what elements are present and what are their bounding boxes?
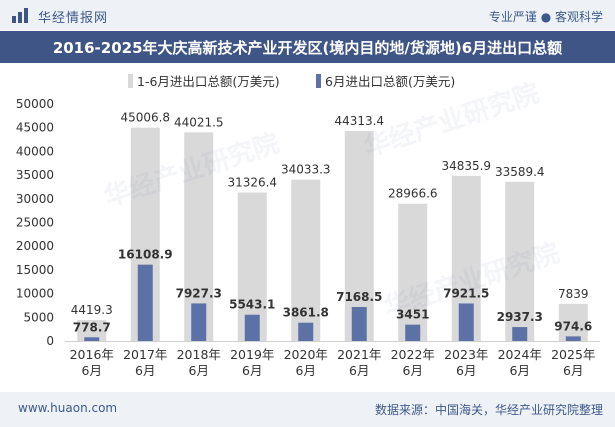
x-tick-label: 6月 (563, 363, 583, 378)
data-label-total: 45006.8 (120, 111, 170, 125)
bar-june (244, 314, 260, 341)
x-tick-label: 6月 (403, 363, 423, 378)
data-label-june: 3861.8 (283, 306, 329, 320)
data-label-total: 34033.3 (281, 163, 331, 177)
brand-name: 华经情报网 (38, 11, 109, 26)
bar-total (558, 303, 588, 341)
slogan: 专业严谨 ● 客观科学 (488, 10, 603, 24)
data-source: 数据来源：中国海关，华经产业研究院整理 (374, 403, 603, 417)
bar-june (458, 303, 474, 341)
x-tick-label: 6月 (242, 363, 262, 378)
y-axis: 0 5000 10000 15000 20000 25000 30000 35000 40000… (16, 97, 54, 348)
y-tick-label: 15000 (16, 263, 54, 277)
y-tick-label: 5000 (23, 310, 54, 324)
x-tick-label: 6月 (82, 363, 102, 378)
footer-bar: www.huaon.com 数据来源：中国海关，华经产业研究院整理 (0, 392, 615, 427)
data-label-june: 5543.1 (229, 298, 275, 312)
x-tick-label: 2017年 (123, 347, 167, 362)
chart-title: 2016-2025年大庆高新技术产业开发区(境内目的地/货源地)6月进出口总额 (52, 39, 563, 57)
x-tick-label: 6月 (456, 363, 476, 378)
bar-total (77, 320, 107, 341)
y-tick-label: 25000 (16, 216, 54, 230)
data-label-total: 7839 (558, 287, 589, 301)
x-tick-label: 2018年 (177, 347, 221, 362)
data-label-june: 778.7 (73, 320, 111, 334)
data-label-total: 44021.5 (174, 115, 224, 129)
bar-total (505, 181, 535, 341)
data-label-june: 7927.3 (176, 286, 222, 300)
x-tick-label: 6月 (510, 363, 530, 378)
data-label-june: 7921.5 (443, 286, 489, 300)
data-label-june: 3451 (396, 308, 429, 322)
bar-june (351, 307, 367, 341)
x-tick-label: 6月 (349, 363, 369, 378)
x-tick-label: 2020年 (284, 347, 328, 362)
y-tick-label: 20000 (16, 239, 54, 253)
title-bar: 2016-2025年大庆高新技术产业开发区(境内目的地/货源地)6月进出口总额 (0, 31, 615, 63)
data-label-total: 28966.6 (388, 187, 438, 201)
x-tick-label: 2021年 (337, 347, 381, 362)
legend-label: 1-6月进出口总额(万美元) (137, 74, 280, 89)
y-tick-label: 45000 (16, 121, 54, 135)
x-tick-label: 2024年 (498, 347, 542, 362)
y-tick-label: 50000 (16, 97, 54, 111)
legend-swatch (128, 74, 133, 88)
y-tick-label: 0 (46, 334, 54, 348)
bar-june (298, 322, 314, 341)
y-tick-label: 10000 (16, 287, 54, 301)
x-tick-label: 2025年 (551, 347, 595, 362)
legend-swatch (316, 74, 321, 88)
x-tick-label: 6月 (189, 363, 209, 378)
x-tick-label: 2016年 (70, 347, 114, 362)
website-link[interactable]: www.huaon.com (18, 401, 118, 415)
data-label-total: 4419.3 (71, 303, 113, 317)
bar-june (405, 324, 421, 341)
bar-total (344, 130, 374, 341)
bar-june (84, 337, 100, 341)
x-axis: 2016年6月2017年6月2018年6月2019年6月2020年6月2021年… (65, 341, 600, 378)
x-tick-label: 6月 (135, 363, 155, 378)
header-bar: 华经情报网 专业严谨 ● 客观科学 (0, 0, 615, 30)
data-label-total: 33589.4 (495, 165, 545, 179)
bar-june (137, 264, 153, 341)
bars: 4419.3 778.7 45006.8 16108.9 44021.5 7927.3 31… (71, 111, 592, 341)
data-label-total: 31326.4 (227, 176, 277, 190)
legend: 1-6月进出口总额(万美元) 6月进出口总额(万美元) (128, 74, 455, 89)
bar-total (291, 179, 321, 341)
data-label-june: 7168.5 (336, 290, 382, 304)
x-tick-label: 2022年 (391, 347, 435, 362)
data-label-june: 16108.9 (118, 248, 173, 262)
x-tick-label: 6月 (296, 363, 316, 378)
x-tick-label: 2019年 (230, 347, 274, 362)
legend-label: 6月进出口总额(万美元) (325, 74, 455, 89)
x-tick-label: 2023年 (444, 347, 488, 362)
y-tick-label: 30000 (16, 192, 54, 206)
logo-icon (12, 8, 28, 23)
bar-chart: 1-6月进出口总额(万美元) 6月进出口总额(万美元) 0 5000 10000 150… (16, 74, 600, 378)
data-label-total: 44313.4 (334, 114, 384, 128)
y-tick-label: 40000 (16, 144, 54, 158)
bar-june (565, 336, 581, 341)
data-label-total: 34835.9 (441, 159, 491, 173)
bar-total (398, 203, 428, 341)
data-label-june: 2937.3 (497, 310, 543, 324)
bar-june (191, 303, 207, 341)
bar-june (512, 327, 528, 341)
y-tick-label: 35000 (16, 168, 54, 182)
data-label-june: 974.6 (554, 319, 592, 333)
